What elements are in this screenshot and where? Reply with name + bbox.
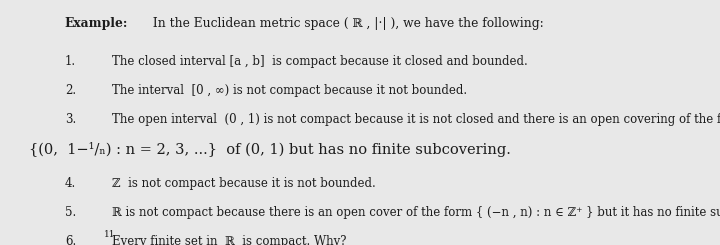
Text: Example:: Example:: [65, 17, 128, 30]
Text: The closed interval [a , b]  is compact because it closed and bounded.: The closed interval [a , b] is compact b…: [112, 55, 527, 68]
Text: Every finite set in  ℝ  is compact. Why?: Every finite set in ℝ is compact. Why?: [112, 235, 346, 245]
Text: The open interval  (0 , 1) is not compact because it is not closed and there is : The open interval (0 , 1) is not compact…: [112, 113, 720, 126]
Text: 5.: 5.: [65, 206, 76, 219]
Text: 4.: 4.: [65, 177, 76, 190]
Text: ℝ is not compact because there is an open cover of the form { (−n , n) : n ∈ ℤ⁺ : ℝ is not compact because there is an ope…: [112, 206, 720, 219]
Text: 2.: 2.: [65, 84, 76, 97]
Text: In the Euclidean metric space ( ℝ , |·| ), we have the following:: In the Euclidean metric space ( ℝ , |·| …: [150, 17, 544, 30]
Text: The interval  [0 , ∞) is not compact because it not bounded.: The interval [0 , ∞) is not compact beca…: [112, 84, 467, 97]
Text: 6.: 6.: [65, 235, 76, 245]
Text: ℤ  is not compact because it is not bounded.: ℤ is not compact because it is not bound…: [112, 177, 375, 190]
Text: 3.: 3.: [65, 113, 76, 126]
Text: 11: 11: [104, 230, 116, 239]
Text: {(0,  1−¹/ₙ) : n = 2, 3, ...}  of (0, 1) but has no finite subcovering.: {(0, 1−¹/ₙ) : n = 2, 3, ...} of (0, 1) b…: [29, 142, 510, 157]
Text: 1.: 1.: [65, 55, 76, 68]
